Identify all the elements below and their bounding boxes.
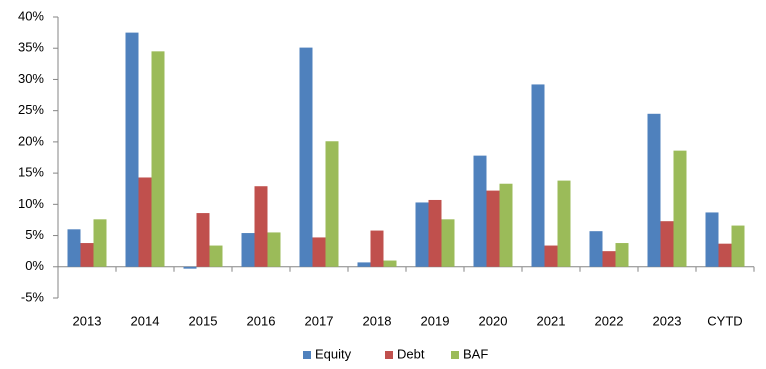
x-tick-label: 2015 [189,313,218,328]
y-tick-label: 35% [18,40,44,55]
y-tick-label: 40% [18,8,44,23]
x-tick-label: 2017 [305,313,334,328]
x-tick-label: 2014 [131,313,160,328]
y-tick-label: -5% [21,289,45,304]
bar [647,113,661,267]
bar [473,155,487,267]
legend-swatch [451,351,459,359]
bar [428,199,442,267]
x-tick-label: 2019 [421,313,450,328]
bar [125,32,139,267]
x-tick-label: 2016 [247,313,276,328]
legend-label: BAF [463,346,488,361]
bar [499,183,513,267]
bar [299,47,313,267]
bar [196,213,210,267]
x-tick-label: 2013 [73,313,102,328]
bar [486,190,500,267]
y-tick-label: 15% [18,165,44,180]
x-tick-label: CYTD [707,313,742,328]
bar [267,232,281,267]
legend-label: Debt [397,346,425,361]
bar [544,245,558,267]
bar [557,180,571,267]
bar [731,225,745,267]
x-tick-label: 2018 [363,313,392,328]
bar [660,221,674,267]
bar [415,202,429,267]
y-tick-label: 30% [18,71,44,86]
bar [151,51,165,267]
bar [67,229,81,267]
bar [80,243,94,267]
bar [93,219,107,267]
y-tick-label: 25% [18,102,44,117]
bar [441,219,455,267]
bar [183,266,197,269]
legend-swatch [385,351,393,359]
bar [370,230,384,267]
y-tick-label: 0% [25,258,44,273]
bar [705,212,719,267]
bar [357,262,371,267]
x-tick-label: 2020 [479,313,508,328]
bar [138,177,152,267]
bar [312,237,326,267]
y-tick-label: 5% [25,227,44,242]
bar [673,150,687,267]
x-tick-label: 2022 [595,313,624,328]
y-tick-label: 20% [18,133,44,148]
bar [325,141,339,267]
bar [383,260,397,267]
legend-label: Equity [315,346,352,361]
x-tick-label: 2021 [537,313,566,328]
bar [589,231,603,267]
bar [241,233,255,267]
legend-swatch [303,351,311,359]
bar [254,186,268,267]
y-tick-label: 10% [18,196,44,211]
bar [531,84,545,267]
bar [615,243,629,267]
bar [209,245,223,267]
bar [602,251,616,267]
bar [718,243,732,267]
x-tick-label: 2023 [653,313,682,328]
